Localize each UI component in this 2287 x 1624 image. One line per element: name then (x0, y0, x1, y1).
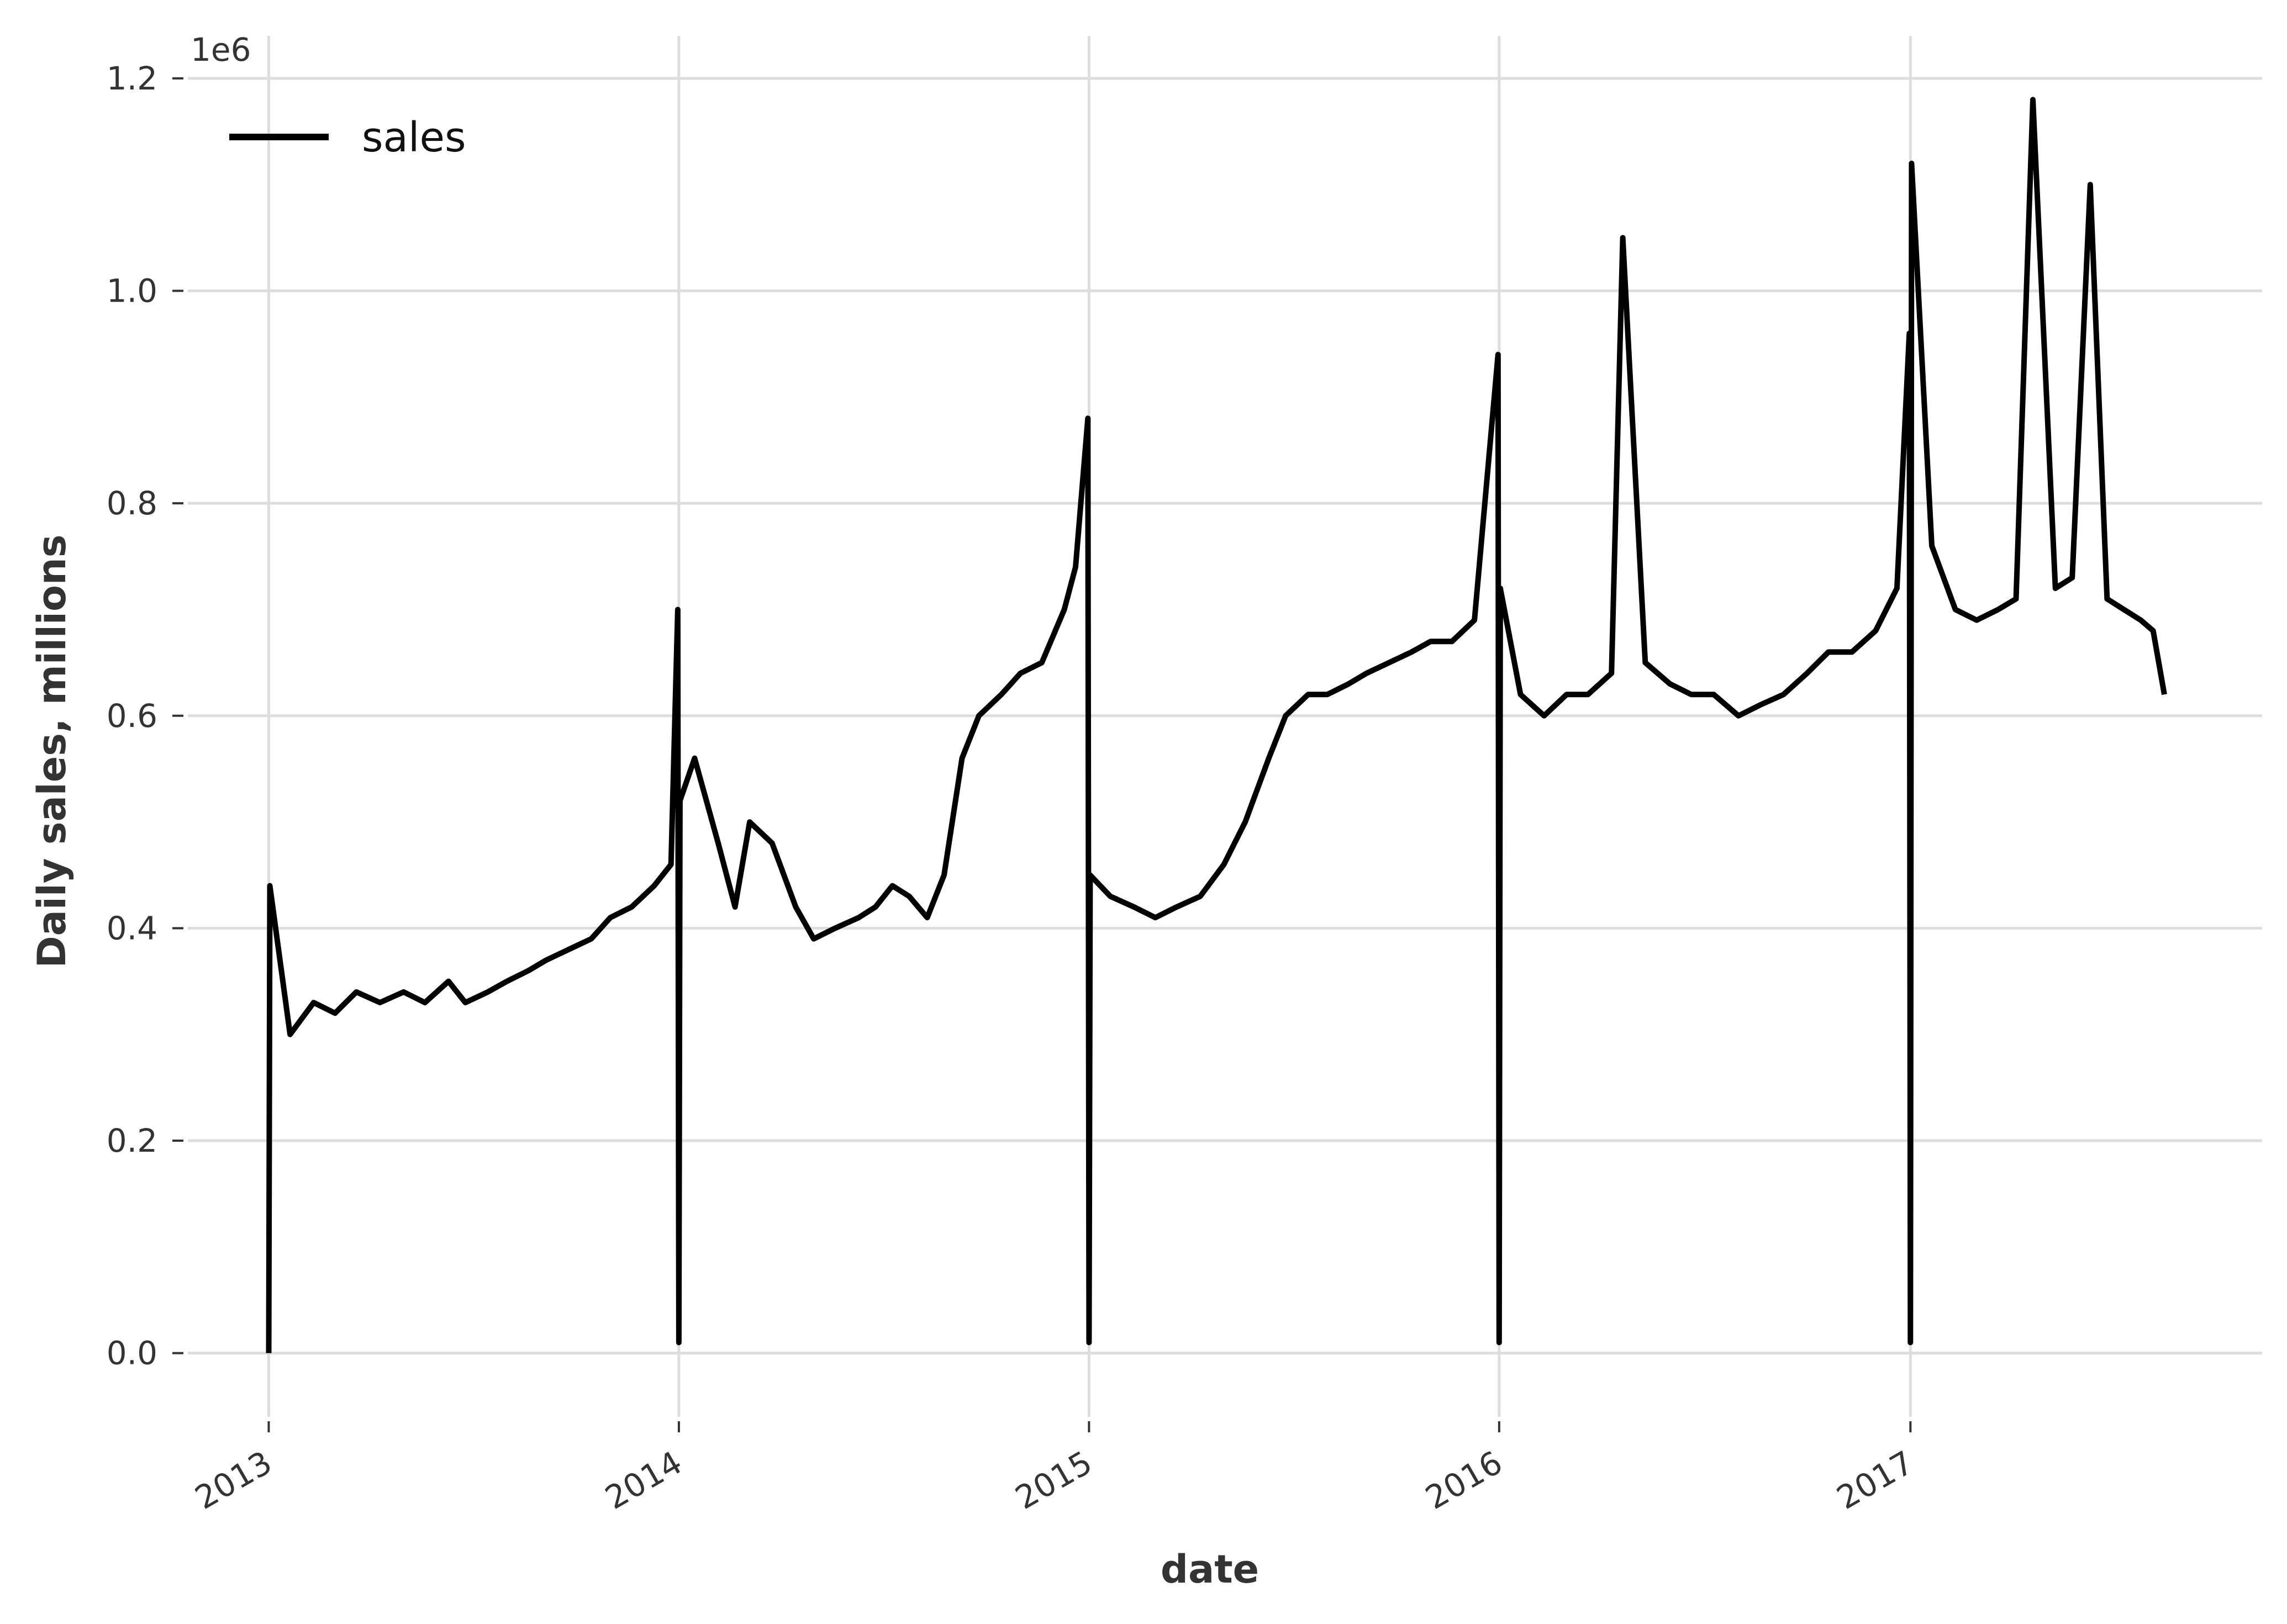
series-line-sales (266, 97, 2167, 1353)
series-layer (266, 97, 2167, 1353)
legend-label-sales: sales (362, 114, 466, 161)
x-tick-label: 2013 (189, 1443, 278, 1517)
x-axis-label: date (1161, 1547, 1259, 1592)
y-offset-label: 1e6 (191, 31, 251, 68)
legend: sales (229, 114, 466, 161)
x-tick-label: 2016 (1419, 1443, 1509, 1517)
x-tick-label: 2017 (1830, 1443, 1920, 1517)
x-tick-label: 2015 (1009, 1443, 1099, 1517)
x-tick-label: 2014 (599, 1443, 688, 1517)
y-tick-label: 0.6 (107, 697, 157, 735)
axes: 0.0 0.2 0.4 0.6 0.8 1.0 1.2 2013 2014 2015 2016 201… (107, 60, 1920, 1517)
y-tick-label: 1.0 (107, 272, 157, 310)
y-tick-label: 0.0 (107, 1335, 157, 1372)
y-tick-label: 0.2 (107, 1122, 157, 1159)
y-tick-label: 0.8 (107, 484, 157, 522)
gridlines (188, 36, 2262, 1417)
y-tick-label: 0.4 (107, 909, 157, 947)
y-tick-label: 1.2 (107, 60, 157, 97)
y-axis-label: Daily sales, millions (29, 535, 75, 968)
